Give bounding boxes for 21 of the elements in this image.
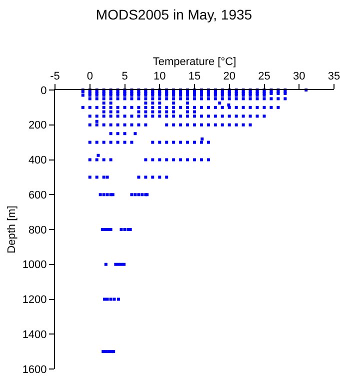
chart-title: MODS2005 in May, 1935 (96, 6, 252, 22)
x-tick-label: 30 (293, 70, 306, 83)
x-tick-label: 15 (188, 70, 201, 83)
y-tick-label: 1400 (22, 328, 47, 341)
y-tick-label: 1200 (22, 294, 47, 306)
y-axis-title: Depth [m] (6, 206, 18, 254)
x-tick-label: 5 (122, 70, 128, 83)
y-tick-label: 1000 (22, 259, 47, 272)
x-tick-label: 10 (154, 70, 166, 83)
y-tick-label: 800 (28, 224, 47, 236)
x-tick-label: -5 (50, 70, 60, 83)
x-axis-title: Temperature [°C] (152, 56, 236, 68)
x-tick-label: 20 (223, 70, 236, 83)
y-tick-label: 200 (28, 120, 47, 132)
x-tick-label: 25 (258, 70, 270, 83)
y-tick-label: 600 (28, 189, 47, 202)
y-tick-label: 0 (40, 84, 47, 97)
y-tick-label: 400 (28, 154, 47, 167)
x-tick-label: 35 (328, 70, 340, 83)
x-tick-label: 0 (86, 70, 93, 83)
y-tick-label: 1600 (22, 364, 47, 376)
